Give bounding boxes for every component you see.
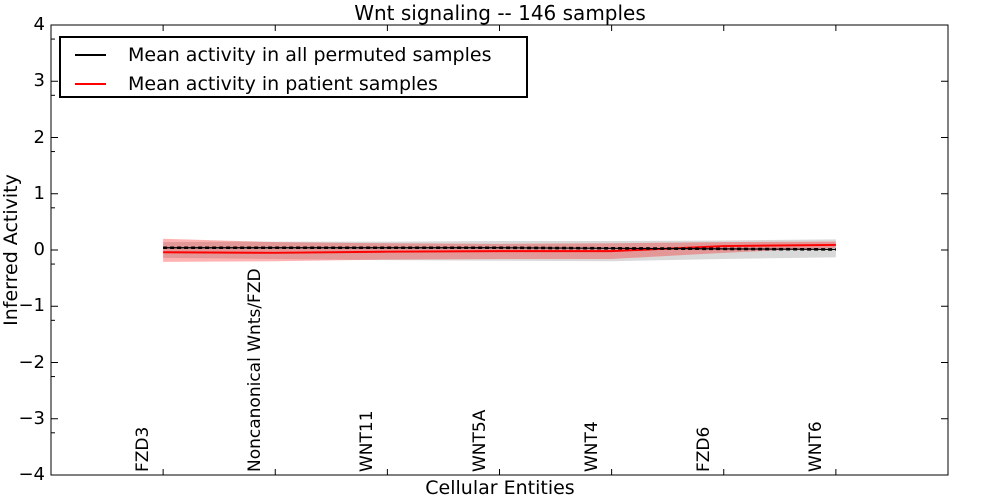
chart-title: Wnt signaling -- 146 samples (354, 1, 646, 25)
y-axis-label: Inferred Activity (0, 174, 22, 326)
patient-mean-line (163, 243, 836, 254)
legend-label-patient: Mean activity in patient samples (128, 72, 438, 95)
legend-label-permuted: Mean activity in all permuted samples (128, 43, 492, 66)
x-axis-label: Cellular Entities (425, 477, 575, 499)
x-tick-label: Noncanonical Wnts/FZD (245, 268, 266, 472)
x-tick-label: WNT4 (581, 421, 602, 472)
x-tick-label: FZD6 (693, 426, 714, 472)
permuted-mean-dashes (163, 246, 836, 251)
legend-line-permuted-icon (75, 53, 106, 56)
y-tick-label: 0 (33, 239, 45, 260)
y-tick-label: 1 (33, 182, 45, 204)
y-tick-label: 2 (33, 126, 45, 148)
y-tick-label: −1 (18, 295, 45, 317)
y-tick-label: 3 (33, 70, 45, 92)
y-tick-label: −4 (18, 464, 45, 485)
legend-item-permuted: Mean activity in all permuted samples (75, 40, 526, 69)
y-tick-label: 4 (33, 14, 45, 35)
x-tick-label: FZD3 (133, 426, 154, 472)
legend-line-patient-icon (75, 82, 106, 85)
y-tick-label: −2 (18, 351, 45, 373)
x-tick-label: WNT11 (357, 410, 378, 472)
legend-item-patient: Mean activity in patient samples (75, 69, 526, 98)
x-tick-label: WNT6 (805, 421, 826, 472)
x-tick-label: WNT5A (469, 409, 490, 472)
legend: Mean activity in all permuted samples Me… (59, 36, 528, 98)
y-tick-label: −3 (18, 407, 45, 429)
